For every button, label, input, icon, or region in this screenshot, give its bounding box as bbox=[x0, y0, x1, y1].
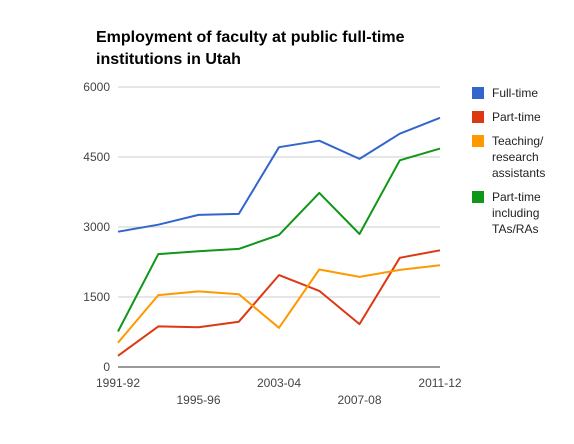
y-tick-label: 1500 bbox=[83, 290, 110, 304]
x-tick-label: 2007-08 bbox=[337, 393, 381, 407]
legend-label: Teaching/ bbox=[492, 134, 544, 148]
y-tick-label: 4500 bbox=[83, 150, 110, 164]
y-tick-label: 3000 bbox=[83, 220, 110, 234]
series-lines bbox=[117, 116, 441, 357]
series-line bbox=[117, 264, 441, 344]
legend-swatch bbox=[472, 135, 484, 147]
x-tick-label: 1991-92 bbox=[96, 376, 140, 390]
x-tick-label: 1995-96 bbox=[176, 393, 220, 407]
legend-label: assistants bbox=[492, 166, 545, 180]
legend-label: Part-time bbox=[492, 190, 541, 204]
x-axis-ticks: 1991-92 2003-04 2011-12 1995-96 2007-08 bbox=[96, 376, 462, 407]
chart-title: Employment of faculty at public full-tim… bbox=[96, 29, 405, 68]
gridlines bbox=[118, 86, 440, 368]
chart-title-line: institutions in Utah bbox=[96, 51, 241, 68]
legend: Full-time Part-time Teaching/research assis… bbox=[472, 86, 545, 236]
x-tick-label: 2011-12 bbox=[418, 376, 461, 390]
legend-swatch bbox=[472, 111, 484, 123]
series-line bbox=[117, 249, 441, 357]
legend-label: research bbox=[492, 150, 539, 164]
y-tick-label: 0 bbox=[103, 360, 110, 374]
legend-swatch bbox=[472, 87, 484, 99]
legend-label: Full-time bbox=[492, 86, 538, 100]
x-tick-label: 2003-04 bbox=[257, 376, 301, 390]
legend-label: Part-time bbox=[492, 110, 541, 124]
legend-label: TAs/RAs bbox=[492, 222, 538, 236]
series-line bbox=[117, 147, 441, 332]
y-axis-ticks: 6000 4500 3000 1500 0 bbox=[83, 80, 110, 374]
legend-label: including bbox=[492, 206, 539, 220]
chart-title-line: Employment of faculty at public full-tim… bbox=[96, 29, 405, 46]
y-tick-label: 6000 bbox=[83, 80, 110, 94]
legend-swatch bbox=[472, 191, 484, 203]
series-line bbox=[117, 116, 441, 233]
